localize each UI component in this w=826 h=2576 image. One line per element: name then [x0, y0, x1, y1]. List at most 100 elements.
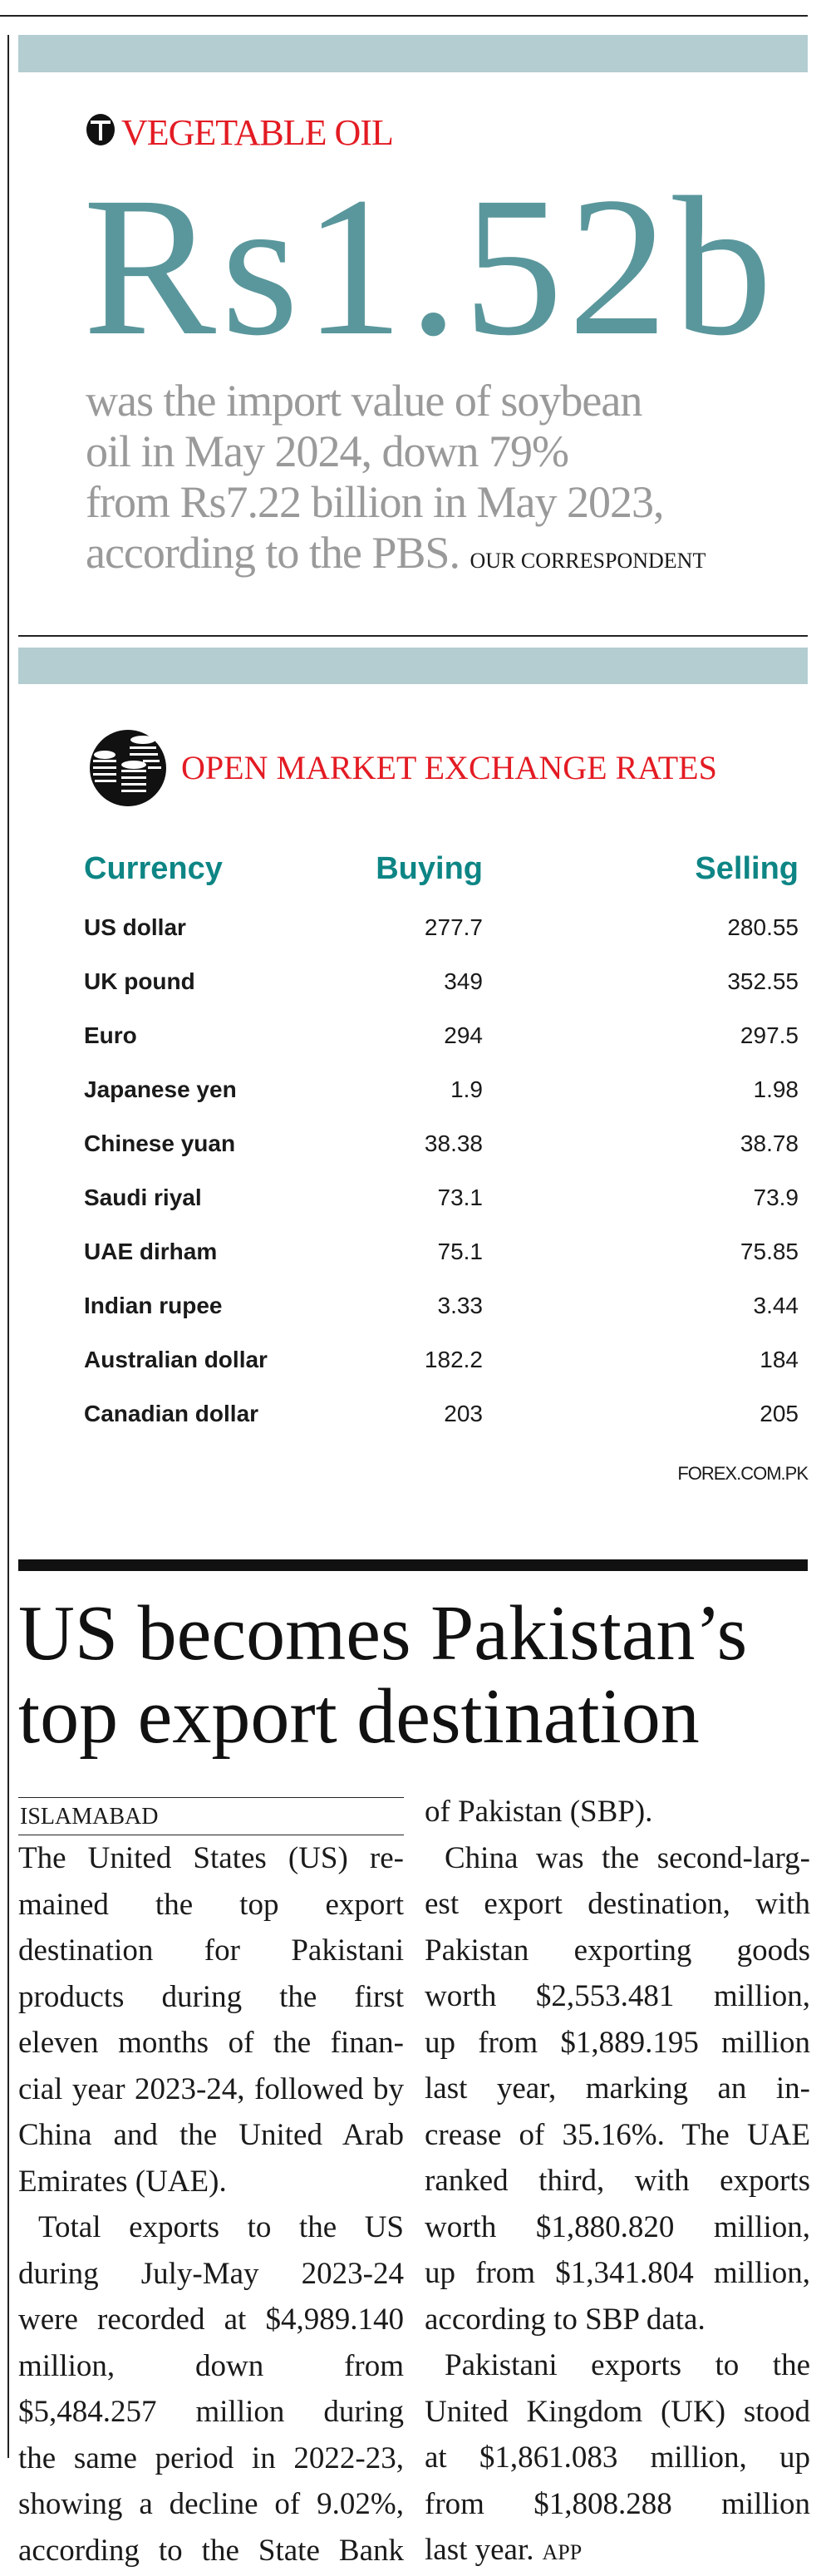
- article-line: last year. APP: [425, 2527, 810, 2576]
- article-line: up from $1,889.195 million: [425, 2020, 810, 2066]
- article-line: Pakistani exports to the: [425, 2342, 810, 2389]
- article-line-text: million, down from: [18, 2348, 404, 2383]
- table-row: Australian dollar 182.2 184: [84, 1319, 799, 1373]
- table-row: Saudi riyal 73.1 73.9: [84, 1157, 799, 1211]
- vegetable-oil-body: was the import value of soybean oil in M…: [86, 376, 800, 586]
- cell-currency: Indian rupee: [84, 1293, 223, 1318]
- cell-buying: 3.33: [437, 1293, 484, 1318]
- cell-buying: 277.7: [424, 914, 483, 940]
- article-line-text: worth $2,553.481 million,: [425, 1979, 810, 2013]
- cell-buying: 38.38: [424, 1130, 483, 1156]
- cell-currency: Australian dollar: [84, 1347, 268, 1372]
- cell-currency: Canadian dollar: [84, 1401, 259, 1426]
- article-line-text: during July-May 2023-24: [18, 2256, 404, 2291]
- body-line-text: according to the PBS.: [86, 528, 460, 578]
- article-column-right: of Pakistan (SBP). China was the second-l…: [425, 1789, 810, 2576]
- body-line: was the import value of soybean: [86, 376, 642, 426]
- cell-currency: Chinese yuan: [84, 1130, 236, 1156]
- article-line-text: United Kingdom (UK) stood: [425, 2394, 810, 2429]
- cell-currency: Japanese yen: [84, 1076, 237, 1102]
- coins-icon: [90, 730, 166, 806]
- table-header: Currency Buying Selling: [84, 834, 799, 887]
- column-header-currency: Currency: [84, 851, 223, 886]
- tribune-logo-icon: [86, 114, 115, 145]
- exchange-rates-band: [18, 648, 808, 684]
- article-line-text: the same period in 2022-23,: [18, 2441, 404, 2475]
- article-line-text: up from $1,889.195 million: [425, 2025, 810, 2060]
- article-line-text: products during the first: [18, 1979, 404, 2014]
- article-line-text: last year.: [425, 2533, 534, 2567]
- section-divider: [18, 635, 808, 637]
- body-line: from Rs7.22 billion in May 2023,: [86, 477, 665, 527]
- article-line-text: mained the top export: [18, 1887, 404, 1922]
- cell-currency: Euro: [84, 1022, 137, 1048]
- table-row: Euro 294 297.5: [84, 995, 799, 1049]
- article-line-text: up from $1,341.804 million,: [425, 2256, 810, 2290]
- dateline: ISLAMABAD: [20, 1804, 159, 1830]
- cell-buying: 349: [444, 968, 483, 994]
- article-line-text: at $1,861.083 million, up: [425, 2441, 810, 2475]
- cell-selling: 75.85: [740, 1239, 799, 1264]
- article-line-text: of Pakistan (SBP).: [425, 1795, 653, 1829]
- byline: OUR CORRESPONDENT: [470, 549, 706, 573]
- cell-buying: 182.2: [424, 1347, 483, 1372]
- article-line: according to the State Bank: [18, 2528, 404, 2574]
- article-line: were recorded at $4,989.140: [18, 2297, 404, 2343]
- article-line: est export destination, with: [425, 1881, 810, 1928]
- left-column-rule: [7, 35, 9, 2458]
- cell-selling: 1.98: [753, 1076, 799, 1102]
- body-line: according to the PBS. OUR CORRESPONDENT: [86, 528, 800, 586]
- article-line: according to SBP data.: [425, 2297, 810, 2343]
- article-line-text: est export destination, with: [425, 1887, 810, 1921]
- article-line-text: according to the State Bank: [18, 2533, 404, 2568]
- column-header-selling: Selling: [695, 851, 799, 886]
- cell-selling: 73.9: [753, 1185, 799, 1210]
- table-row: Indian rupee 3.33 3.44: [84, 1265, 799, 1319]
- cell-currency: Saudi riyal: [84, 1185, 202, 1210]
- section-label: VEGETABLE OIL: [121, 112, 394, 153]
- body-line: oil in May 2024, down 79%: [86, 426, 569, 476]
- article-line: cial year 2023-24, followed by: [18, 2066, 404, 2113]
- table-row: Canadian dollar 203 205: [84, 1373, 799, 1427]
- article-line-text: Pakistan exporting goods: [425, 1933, 810, 1968]
- article-line-text: The United States (US) re-: [18, 1841, 404, 1875]
- article-line: of Pakistan (SBP).: [425, 1789, 810, 1835]
- article-line: China was the second-larg-: [425, 1835, 810, 1882]
- column-header-buying: Buying: [376, 851, 483, 886]
- article-line: $5,484.257 million during: [18, 2389, 404, 2436]
- headline-figure: Rs1.52b: [83, 155, 778, 377]
- article-line: worth $2,553.481 million,: [425, 1973, 810, 2020]
- table-row: Japanese yen 1.9 1.98: [84, 1049, 799, 1103]
- article-line-text: Pakistani exports to the: [445, 2348, 810, 2382]
- article-line-text: according to SBP data.: [425, 2302, 706, 2337]
- article-line: mained the top export: [18, 1882, 404, 1928]
- article-line: up from $1,341.804 million,: [425, 2250, 810, 2297]
- article-line: showing a decline of 9.02%,: [18, 2481, 404, 2528]
- article-line: Pakistan exporting goods: [425, 1928, 810, 1974]
- table-body: US dollar 277.7 280.55 UK pound 349 352.55 Eur…: [84, 887, 799, 1427]
- cell-selling: 184: [760, 1347, 799, 1372]
- cell-buying: 203: [444, 1401, 483, 1426]
- article-line: at $1,861.083 million, up: [425, 2435, 810, 2481]
- article-line-text: showing a decline of 9.02%,: [18, 2487, 404, 2521]
- table-row: UK pound 349 352.55: [84, 941, 799, 995]
- article-line-text: Emirates (UAE).: [18, 2164, 227, 2199]
- cell-buying: 73.1: [437, 1185, 484, 1210]
- article-line: China and the United Arab: [18, 2112, 404, 2159]
- table-row: US dollar 277.7 280.55: [84, 887, 799, 941]
- article-column-left: The United States (US) re-mained the top…: [18, 1835, 404, 2574]
- article-line-text: China and the United Arab: [18, 2118, 404, 2152]
- article-line: worth $1,880.820 million,: [425, 2204, 810, 2251]
- cell-selling: 297.5: [740, 1022, 799, 1048]
- article-line-text: destination for Pakistani: [18, 1933, 404, 1968]
- cell-currency: UK pound: [84, 968, 195, 994]
- article-line-text: Total exports to the US: [38, 2210, 404, 2244]
- article-line-text: $5,484.257 million during: [18, 2395, 404, 2429]
- article-line: crease of 35.16%. The UAE: [425, 2112, 810, 2159]
- cell-buying: 1.9: [450, 1076, 483, 1102]
- article-line: eleven months of the finan-: [18, 2020, 404, 2066]
- article-line: million, down from: [18, 2343, 404, 2390]
- cell-selling: 280.55: [727, 914, 799, 940]
- vegetable-oil-band: [18, 35, 808, 72]
- cell-selling: 352.55: [727, 968, 799, 994]
